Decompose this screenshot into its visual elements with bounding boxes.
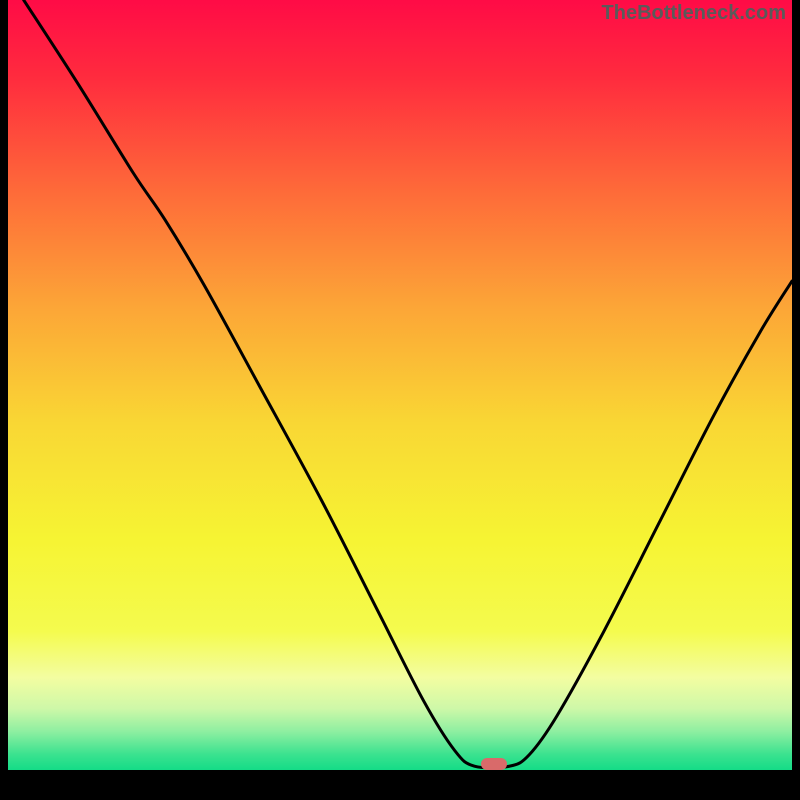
frame-bottom [0,770,800,800]
chart-container: TheBottleneck.com [0,0,800,800]
frame-right [792,0,800,800]
optimal-marker [481,758,507,770]
frame-left [0,0,8,800]
watermark-text: TheBottleneck.com [602,2,786,25]
gradient-background [8,0,792,770]
